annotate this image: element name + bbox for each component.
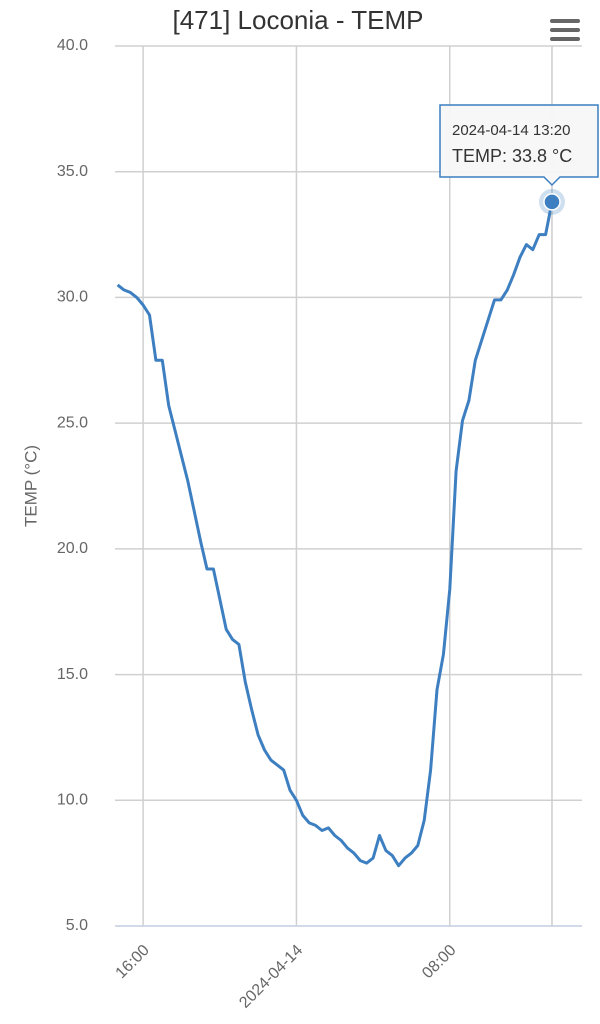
tooltip-date: 2024-04-14 13:20 [452, 122, 570, 139]
x-tick-label: 08:00 [419, 942, 459, 982]
menu-button[interactable] [550, 19, 580, 41]
tooltip-value: TEMP: 33.8 °C [452, 146, 572, 166]
y-tick-label: 40.0 [57, 37, 88, 54]
y-tick-label: 35.0 [57, 163, 88, 180]
y-axis-title: TEMP (°C) [21, 445, 40, 527]
tooltip: 2024-04-14 13:20 TEMP: 33.8 °C [439, 104, 599, 187]
data-line [116, 201, 554, 868]
y-tick-label: 5.0 [66, 917, 88, 934]
y-tick-label: 15.0 [57, 666, 88, 683]
x-tick-label: 2024-04-14 [236, 942, 306, 1012]
chart-title: [471] Loconia - TEMP [173, 5, 424, 35]
x-tick-label: 16:00 [113, 942, 153, 982]
y-tick-label: 20.0 [57, 540, 88, 557]
y-tick-label: 30.0 [57, 289, 88, 306]
y-tick-label: 25.0 [57, 414, 88, 431]
hover-point [543, 193, 561, 211]
tooltip-box [439, 104, 599, 187]
y-tick-label: 10.0 [57, 792, 88, 809]
